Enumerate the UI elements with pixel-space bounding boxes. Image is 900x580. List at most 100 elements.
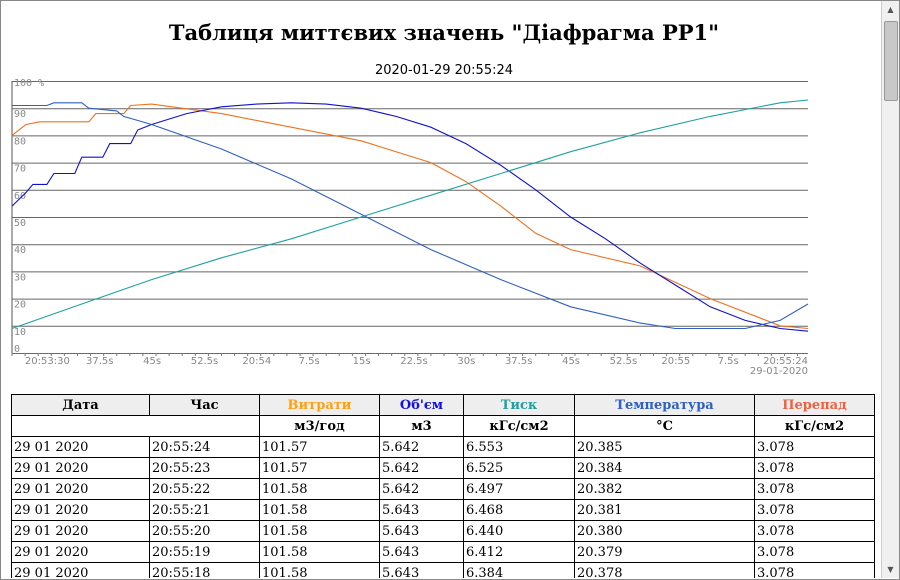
table-row: 29 01 2020 20:55:21 101.58 5.643 6.468 20.381… [11, 499, 875, 521]
table-row: 29 01 2020 20:55:22 101.58 5.642 6.497 20.382… [11, 478, 875, 500]
column-header: Перепад [754, 394, 875, 416]
table-cell: 6.525 [463, 457, 575, 479]
table-cell: 3.078 [754, 478, 875, 500]
table-cell: 5.643 [379, 541, 464, 563]
y-tick-label: 20 [14, 300, 26, 311]
x-tick-label: 30s [457, 356, 475, 367]
table-cell: 3.078 [754, 436, 875, 458]
y-unit-label: 100 % [14, 78, 44, 89]
table-cell: 5.642 [379, 457, 464, 479]
series-line-volume [11, 102, 809, 332]
table-cell: 3.078 [754, 562, 875, 578]
x-tick-label: 45s [562, 356, 580, 367]
series-line-flow [11, 103, 809, 330]
table-cell: 29 01 2020 [11, 541, 150, 563]
y-tick-label: 70 [14, 164, 26, 175]
unit-cell: кГс/см2 [754, 415, 875, 437]
table-cell: 101.58 [259, 562, 380, 578]
x-tick-label: 37.5s [86, 356, 113, 367]
page-content: Таблиця миттєвих значень "Діафрагма PP1"… [2, 2, 880, 578]
x-tick-label: 7.5s [718, 356, 739, 367]
y-tick-label: 30 [14, 272, 26, 283]
x-tick-label: 20:55:24 [763, 356, 808, 367]
x-tick-label: 22.5s [400, 356, 427, 367]
table-header-row: Дата Час Витрати Об'єм Тиск Температура Перепа… [11, 394, 875, 416]
table-cell: 6.468 [463, 499, 575, 521]
x-tick-label: 37.5s [505, 356, 532, 367]
series-line-temperature [12, 102, 809, 330]
table-cell: 101.58 [259, 541, 380, 563]
scroll-up-arrow-icon[interactable]: ▲ [882, 1, 899, 18]
table-row: 29 01 2020 20:55:23 101.57 5.642 6.525 20.384… [11, 457, 875, 479]
x-tick-label: 52.5s [191, 356, 218, 367]
column-header: Дата [11, 394, 150, 416]
units-blank-cell [11, 415, 260, 437]
table-cell: 3.078 [754, 499, 875, 521]
scroll-thumb[interactable] [884, 21, 898, 101]
table-cell: 20.380 [574, 520, 755, 542]
table-cell: 29 01 2020 [11, 478, 150, 500]
table-units-row: м3/год м3 кГс/см2 °С кГс/см2 [11, 415, 875, 437]
table-cell: 5.642 [379, 478, 464, 500]
table-cell: 5.643 [379, 520, 464, 542]
y-tick-label: 0 [14, 344, 20, 355]
y-tick-label: 90 [14, 109, 26, 120]
chart-timestamp: 2020-01-29 20:55:24 [374, 63, 514, 78]
series-line-pressure [11, 99, 809, 330]
line-chart: 100 % 0 10 20 30 40 50 60 70 80 90 20:53:30 37.5s 45s… [11, 78, 809, 377]
table-cell: 101.58 [259, 520, 380, 542]
table-cell: 3.078 [754, 541, 875, 563]
table-cell: 20:55:22 [149, 478, 260, 500]
table-cell: 101.57 [259, 457, 380, 479]
table-row: 29 01 2020 20:55:18 101.58 5.643 6.384 20.378… [11, 562, 875, 578]
scroll-down-arrow-icon[interactable]: ▼ [882, 561, 899, 578]
y-tick-label: 50 [14, 218, 26, 229]
column-header: Об'єм [379, 394, 464, 416]
y-tick-label: 60 [14, 191, 26, 202]
table-cell: 20:55:19 [149, 541, 260, 563]
table-cell: 20.382 [574, 478, 755, 500]
x-tick-label: 45s [143, 356, 161, 367]
table-cell: 5.642 [379, 436, 464, 458]
table-cell: 101.58 [259, 499, 380, 521]
table-cell: 5.643 [379, 499, 464, 521]
table-row: 29 01 2020 20:55:20 101.58 5.643 6.440 20.380… [11, 520, 875, 542]
unit-cell: м3/год [259, 415, 380, 437]
x-end-date-label: 29-01-2020 [750, 366, 808, 377]
table-cell: 6.412 [463, 541, 575, 563]
page-title: Таблиця миттєвих значень "Діафрагма PP1" [168, 20, 720, 45]
unit-cell: кГс/см2 [463, 415, 575, 437]
table-cell: 6.440 [463, 520, 575, 542]
x-tick-label: 15s [353, 356, 371, 367]
table-cell: 29 01 2020 [11, 562, 150, 578]
x-tick-label: 52.5s [610, 356, 637, 367]
x-tick-label: 20:54 [242, 356, 271, 367]
y-tick-label: 10 [14, 327, 26, 338]
table-cell: 29 01 2020 [11, 457, 150, 479]
table-cell: 20:55:24 [149, 436, 260, 458]
table-cell: 20.378 [574, 562, 755, 578]
x-tick-label: 20:53:30 [25, 356, 70, 367]
table-cell: 29 01 2020 [11, 436, 150, 458]
values-table: Дата Час Витрати Об'єм Тиск Температура Перепа… [11, 394, 875, 578]
table-cell: 6.497 [463, 478, 575, 500]
vertical-scrollbar[interactable]: ▲ ▼ [881, 1, 899, 578]
y-tick-label: 80 [14, 136, 26, 147]
table-cell: 20.384 [574, 457, 755, 479]
table-cell: 29 01 2020 [11, 499, 150, 521]
column-header: Час [149, 394, 260, 416]
table-row: 29 01 2020 20:55:24 101.57 5.642 6.553 20.385… [11, 436, 875, 458]
table-cell: 20.381 [574, 499, 755, 521]
y-tick-label: 40 [14, 245, 26, 256]
table-cell: 20:55:18 [149, 562, 260, 578]
table-cell: 20:55:21 [149, 499, 260, 521]
column-header: Тиск [463, 394, 575, 416]
table-cell: 101.57 [259, 436, 380, 458]
table-row: 29 01 2020 20:55:19 101.58 5.643 6.412 20.379… [11, 541, 875, 563]
table-cell: 20.379 [574, 541, 755, 563]
table-cell: 3.078 [754, 457, 875, 479]
table-cell: 101.58 [259, 478, 380, 500]
table-cell: 5.643 [379, 562, 464, 578]
table-cell: 20:55:20 [149, 520, 260, 542]
table-cell: 20.385 [574, 436, 755, 458]
